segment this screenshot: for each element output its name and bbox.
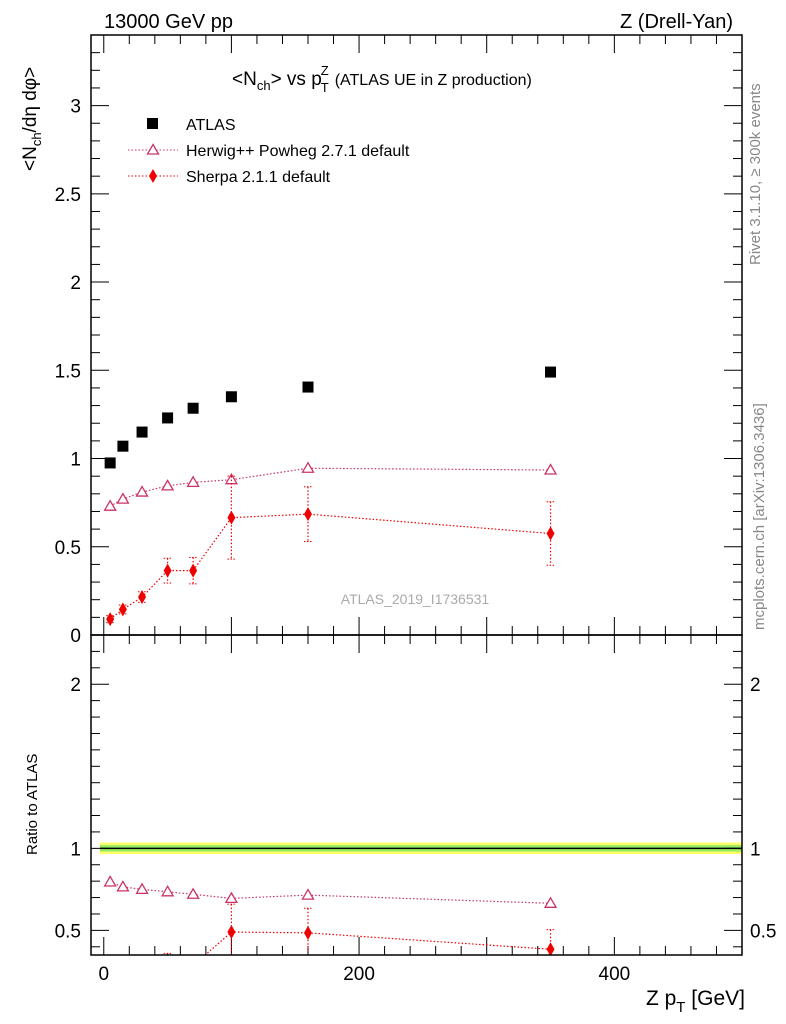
main-series [103,366,558,627]
ratio-point-sherpa [138,975,146,989]
ratio-ytick-label: 0.5 [55,921,81,942]
main-ytick-label: 0.5 [55,538,81,559]
legend: ATLAS Herwig++ Powheg 2.7.1 default Sher… [128,117,410,186]
main-point-sherpa [118,602,127,617]
ratio-ytick-label: 2 [70,675,81,696]
watermark: ATLAS_2019_I1736531 [341,591,490,607]
main-point-atlas [136,426,148,438]
main-point-herwig [116,492,130,504]
ratio-point-sherpa [227,925,236,940]
main-point-atlas [162,412,174,424]
main-ticks: 0 0.5 1 1.5 2 2.5 3 [55,35,743,647]
legend-label-atlas: ATLAS [186,117,236,134]
ratio-ytick-label: 1 [70,839,81,860]
x-axis-label: Z pT [GeV] [646,987,745,1016]
main-point-sherpa [227,510,236,525]
header-right: Z (Drell-Yan) [620,11,733,33]
main-point-atlas [104,457,116,469]
ratio-series-line [204,931,551,955]
ratio-panel: 0.5 0.5 1 1 2 2 0 200 400 Ratio to ATLAS Z pT [G… [24,634,776,1016]
main-series-0 [104,366,557,469]
legend-label-sherpa: Sherpa 2.1.1 default [186,169,331,186]
ratio-ytick-label-right: 2 [750,675,761,696]
main-title: <Nch> vs pTZ(ATLAS UE in Z production) [232,63,532,95]
main-point-atlas [187,402,199,414]
main-point-herwig [135,485,149,497]
ratio-ytick-label-right: 1 [750,839,761,860]
main-panel: 0 0.5 1 1.5 2 2.5 3 <Nch> vs pTZ(ATLAS UE in Z… [20,34,743,647]
ratio-point-herwig [543,896,558,908]
main-series-line [109,513,551,620]
ratio-point-herwig [103,875,117,887]
main-series-2 [106,475,555,627]
main-point-herwig [103,499,117,511]
ratio-point-herwig [116,880,130,892]
main-point-herwig [224,472,239,485]
legend-marker-herwig [146,143,160,155]
main-point-sherpa [106,612,115,627]
main-point-atlas [117,440,129,452]
main-point-sherpa [304,507,312,522]
main-point-atlas [545,366,557,378]
main-point-herwig [160,479,175,491]
ratio-point-herwig [224,891,239,904]
ratio-series-0 [103,875,558,908]
ratio-point-herwig [160,885,175,897]
main-ytick-label: 3 [70,97,81,118]
main-series-1 [103,461,558,511]
ratio-series-1 [106,903,555,1005]
ratio-frame [90,634,743,956]
main-point-atlas [225,391,237,403]
main-ytick-label: 0 [70,626,81,647]
main-point-atlas [302,381,314,393]
legend-marker-atlas [147,118,158,129]
ratio-point-herwig [186,887,200,899]
ratio-band [99,842,742,855]
ratio-series [103,875,558,1005]
header-left: 13000 GeV pp [104,11,233,33]
main-series-line [109,467,551,507]
main-ylabel: <Nch/dη dφ> [20,67,44,171]
ratio-point-sherpa [106,991,114,1005]
ratio-point-sherpa [119,983,127,997]
main-point-herwig [186,475,200,488]
main-point-sherpa [163,563,172,578]
x-tick-label: 400 [599,964,631,985]
main-ytick-label: 2 [70,273,81,294]
ratio-point-sherpa [304,925,312,940]
rivet-label: Rivet 3.1.10, ≥ 300k events [747,83,764,265]
ratio-point-sherpa [189,959,197,973]
main-point-sherpa [546,526,555,541]
main-point-sherpa [189,563,198,578]
main-point-herwig [301,461,315,473]
main-point-herwig [543,463,558,475]
ratio-point-sherpa [164,956,172,970]
ratio-point-herwig [135,882,149,895]
ratio-point-sherpa [546,942,555,955]
main-point-sherpa [138,590,147,605]
ratio-ticks: 0.5 0.5 1 1 2 2 0 200 400 [55,635,776,985]
mcplots-label: mcplots.cern.ch [arXiv:1306.3436] [751,403,768,630]
x-tick-label: 200 [343,964,375,985]
main-ytick-label: 1.5 [55,361,81,382]
main-ytick-label: 2.5 [55,185,81,206]
ratio-series-line [109,881,551,904]
x-tick-label: 0 [98,964,109,985]
ratio-ytick-label-right: 0.5 [750,921,776,942]
ratio-point-herwig [301,888,315,900]
ratio-ylabel: Ratio to ATLAS [24,754,41,855]
legend-label-herwig: Herwig++ Powheg 2.7.1 default [186,143,410,160]
legend-marker-sherpa [149,169,157,183]
main-ytick-label: 1 [70,450,81,471]
